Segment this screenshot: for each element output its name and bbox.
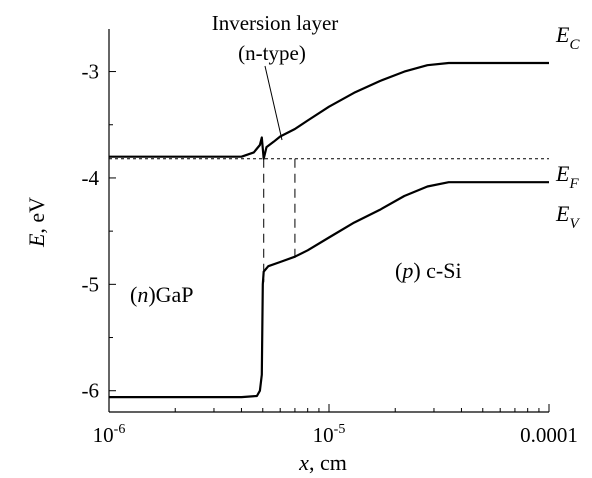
inversion-layer-label: Inversion layer (212, 11, 339, 35)
si-region-label: (p) c-Si (395, 258, 462, 283)
gap-region-label: (n)GaP (130, 282, 194, 307)
y-axis-title: E, eV (24, 197, 49, 248)
inversion-pointer-line (264, 65, 283, 141)
ec-label: EC (555, 22, 580, 53)
plot-axes: -3 -4 -5 -6 10-6 10-5 0.0001 (82, 29, 578, 447)
n-type-label: (n-type) (238, 41, 306, 65)
ev-label: EV (555, 201, 580, 232)
x-tick-label: 0.0001 (520, 423, 578, 447)
x-axis-title: x, cm (298, 450, 347, 475)
ef-label: EF (555, 161, 579, 192)
y-tick-label: -5 (82, 272, 100, 296)
series-ec-line (109, 61, 549, 160)
x-tick-label: 10-6 (93, 422, 126, 447)
y-tick-label: -6 (82, 379, 100, 403)
y-tick-label: -4 (82, 166, 100, 190)
series-layer (109, 61, 549, 399)
y-tick-label: -3 (82, 60, 100, 84)
x-tick-label: 10-5 (313, 422, 346, 447)
